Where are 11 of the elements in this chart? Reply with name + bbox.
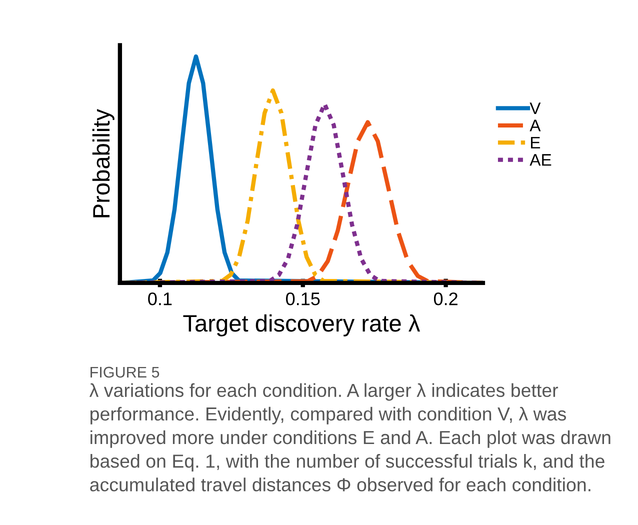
x-tick-label: 0.15 bbox=[286, 292, 320, 306]
caption: FIGURE 5 bbox=[90, 366, 160, 378]
x-axis-title: Target discovery rate λ bbox=[183, 314, 420, 336]
legend-label: A bbox=[530, 120, 541, 132]
x-tick-label: 0.2 bbox=[434, 292, 458, 306]
y-axis-title: Probability bbox=[92, 108, 114, 218]
text: λ variations for each condition. A larger λ indicates better performance. Evidently, compared with condition V, λ was improved more under conditions E and A. Each plot was drawn based on Eq. 1, with the number of successful trials k, and the accumulated travel distances Φ observed for each condition. bbox=[89, 383, 610, 492]
x-tick-label: 0.1 bbox=[148, 292, 172, 306]
legend-label: V bbox=[530, 102, 541, 114]
legend-label: AE bbox=[530, 154, 552, 166]
legend-label: E bbox=[531, 136, 540, 148]
